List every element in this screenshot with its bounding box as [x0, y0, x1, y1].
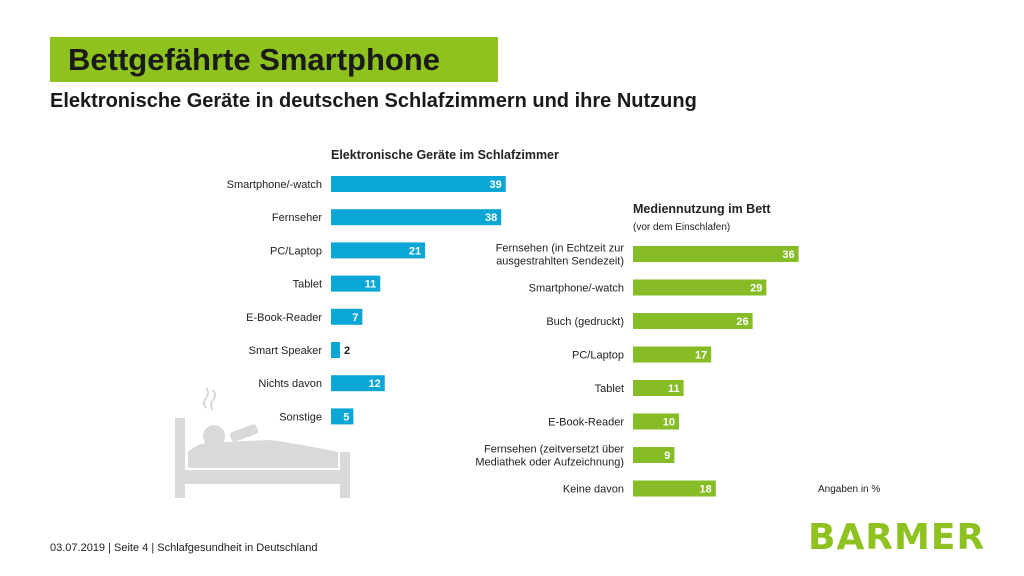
data-label: 12: [369, 378, 381, 390]
bar: [633, 246, 799, 262]
data-label: 21: [409, 245, 421, 257]
bar: [331, 375, 385, 392]
category-label: Keine davon: [563, 484, 624, 496]
bar: [633, 413, 679, 430]
category-label: E-Book-Reader: [548, 417, 624, 429]
category-label: E-Book-Reader: [246, 312, 322, 324]
data-label: 11: [365, 279, 377, 291]
data-label: 2: [344, 345, 350, 357]
data-label: 7: [352, 312, 358, 324]
bar: [331, 242, 426, 259]
bar: [331, 408, 354, 425]
category-label: Sonstige: [279, 411, 322, 423]
bar: [331, 275, 381, 292]
devices-in-bedroom-chart: Elektronische Geräte im Schlafzimmer 39 S…: [227, 148, 559, 425]
category-label: Tablet: [595, 383, 624, 395]
data-label: 10: [663, 417, 675, 429]
chart-title: Elektronische Geräte im Schlafzimmer: [331, 148, 559, 162]
bar: [331, 209, 502, 226]
bar: [633, 380, 684, 396]
category-label: Smartphone/-watch: [529, 283, 624, 295]
bar: [633, 313, 753, 329]
bar: [633, 279, 767, 296]
category-label: Fernsehen (zeitversetzt über Mediathek od…: [475, 444, 624, 469]
category-label: Tablet: [293, 279, 322, 291]
bar: [331, 308, 363, 325]
bar: [633, 447, 675, 463]
category-label: Smart Speaker: [249, 345, 323, 357]
data-label: 11: [668, 383, 680, 395]
chart-title: Mediennutzung im Bett: [633, 202, 771, 216]
category-label: Fernsehen (in Echtzeit zur ausgestrahlten…: [496, 243, 625, 268]
bar: [331, 342, 340, 358]
slide-title: Bettgefährte Smartphone: [50, 37, 498, 82]
category-label: Nichts davon: [258, 378, 322, 390]
data-label: 9: [664, 450, 670, 462]
category-label: PC/Laptop: [572, 350, 624, 362]
data-label: 29: [750, 283, 762, 295]
chart-subtitle: (vor dem Einschlafen): [633, 222, 730, 233]
bed-illustration-icon: [175, 387, 350, 498]
data-label: 18: [700, 484, 712, 496]
data-label: 5: [343, 411, 349, 423]
category-label: Buch (gedruckt): [546, 316, 624, 328]
category-label: Fernseher: [272, 212, 322, 224]
bar: [331, 176, 506, 192]
barmer-logo: BARMER: [808, 517, 986, 558]
data-label: 38: [485, 212, 497, 224]
data-label: 26: [736, 316, 748, 328]
unit-note: Angaben in %: [818, 484, 881, 495]
category-label: PC/Laptop: [270, 245, 322, 257]
bar: [633, 346, 712, 363]
data-label: 36: [782, 249, 794, 261]
category-label: Smartphone/-watch: [227, 179, 322, 191]
bar: [633, 480, 716, 497]
data-label: 39: [489, 179, 501, 191]
footer: 03.07.2019 | Seite 4 | Schlafgesundheit …: [50, 542, 318, 554]
data-label: 17: [695, 350, 707, 362]
slide-subtitle: Elektronische Geräte in deutschen Schlaf…: [50, 90, 697, 112]
media-use-in-bed-chart: Mediennutzung im Bett (vor dem Einschlaf…: [475, 202, 799, 497]
